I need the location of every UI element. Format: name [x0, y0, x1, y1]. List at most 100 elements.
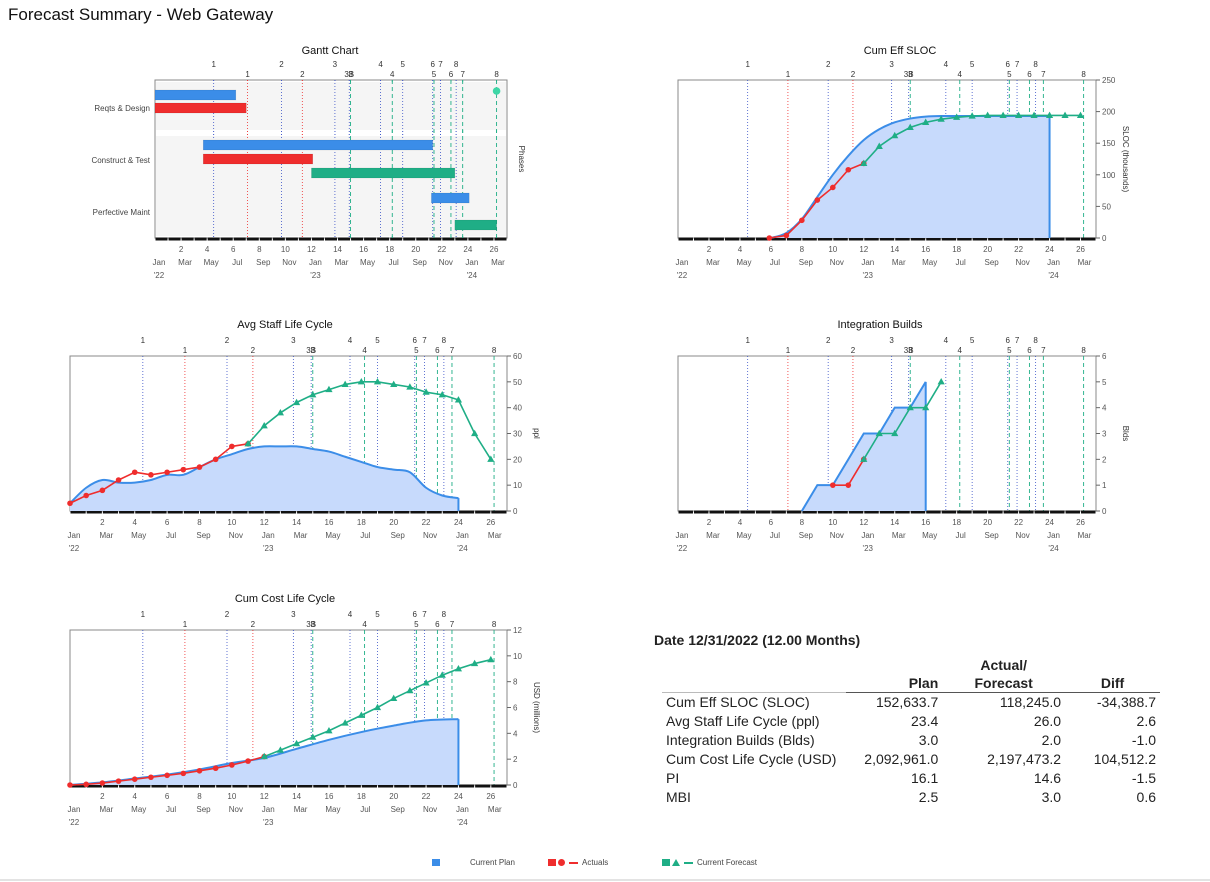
data-point-actual — [830, 482, 836, 488]
summary-label: Cum Eff SLOC (SLOC) — [666, 694, 810, 710]
x-month-label: Jan — [456, 531, 469, 540]
x-tick-label: 8 — [800, 518, 805, 527]
milestone-label-plan: 5 — [375, 336, 380, 345]
x-year-label: '24 — [457, 818, 468, 827]
milestone-label-plan: 3B — [344, 70, 354, 79]
summary-header-actual: Actual/ Forecast — [942, 656, 1066, 693]
summary-plan: 3.0 — [918, 732, 939, 748]
data-point-actual — [180, 466, 187, 473]
milestone-label-forecast: 8 — [492, 346, 497, 355]
data-point-forecast — [860, 159, 868, 167]
legend-label: Current Plan — [470, 858, 515, 867]
data-point-forecast — [244, 440, 252, 447]
milestone-label-plan: 6 — [430, 60, 435, 69]
data-point-actual — [799, 217, 805, 224]
milestone-label-forecast: 4 — [390, 70, 395, 79]
milestone-label-plan: 3B — [306, 346, 316, 355]
x-tick-label: 26 — [490, 245, 499, 254]
data-point-forecast — [906, 403, 914, 411]
data-point-forecast — [937, 378, 945, 385]
x-year-label: '22 — [677, 544, 688, 553]
milestone-label-forecast: 7 — [460, 70, 465, 79]
x-tick-label: 6 — [165, 792, 170, 801]
summary-label: Integration Builds (Blds) — [666, 732, 815, 748]
y-tick-label: 8 — [513, 678, 518, 687]
data-point-forecast — [260, 421, 268, 429]
gantt-bar — [202, 139, 433, 151]
milestone-label-plan: 6 — [413, 610, 418, 619]
x-month-label: Mar — [491, 258, 505, 267]
data-point-forecast — [487, 655, 495, 663]
x-tick-label: 12 — [260, 792, 269, 801]
x-month-label: Nov — [1015, 258, 1029, 267]
milestone-label-plan: 4 — [348, 336, 353, 345]
milestone-label-plan: 8 — [1033, 336, 1038, 345]
data-point-forecast — [406, 686, 414, 694]
x-tick-label: 20 — [389, 518, 398, 527]
data-point-actual — [148, 774, 154, 781]
y-tick-label: 4 — [513, 729, 518, 738]
data-point-actual — [814, 197, 821, 203]
x-month-label: Mar — [99, 531, 113, 540]
x-month-label: Mar — [99, 805, 113, 814]
summary-body: Cum Eff SLOC (SLOC) 152,633.7 118,245.0 -34… — [662, 693, 1160, 808]
data-point-actual — [229, 443, 235, 450]
data-point-forecast — [1076, 111, 1085, 118]
legend-item: Current Plan — [432, 858, 515, 867]
y-axis-label: USD (millions) — [532, 682, 541, 733]
summary-header-diff: Diff — [1065, 656, 1160, 693]
x-tick-label: 4 — [738, 518, 743, 527]
summary-label: Cum Cost Life Cycle (USD) — [666, 751, 837, 767]
x-tick-label: 24 — [454, 518, 463, 527]
x-month-label: Mar — [1078, 531, 1092, 540]
x-tick-label: 20 — [983, 245, 992, 254]
x-month-label: Jan — [861, 258, 874, 267]
milestone-label-actual: 1 — [786, 346, 791, 355]
data-point-forecast — [390, 380, 398, 388]
x-tick-label: 16 — [921, 245, 930, 254]
milestone-label-plan: 8 — [442, 336, 447, 345]
data-point-forecast — [454, 396, 463, 403]
data-point-forecast — [471, 429, 479, 437]
x-tick-label: 6 — [769, 245, 774, 254]
data-point-actual — [229, 762, 235, 768]
summary-row: PI 16.1 14.6 -1.5 — [662, 769, 1160, 788]
gantt-end-marker — [492, 87, 501, 95]
x-tick-label: 6 — [165, 518, 170, 527]
x-tick-label: 22 — [422, 792, 431, 801]
data-point-forecast — [922, 118, 930, 125]
data-point-actual — [212, 456, 219, 463]
data-point-actual — [99, 780, 106, 786]
x-month-label: Nov — [1015, 531, 1029, 540]
legend-swatch — [548, 859, 556, 867]
x-month-label: May — [922, 531, 937, 540]
summary-plan: 2,092,961.0 — [864, 751, 939, 767]
data-point-forecast — [1030, 111, 1038, 118]
x-year-label: '23 — [863, 271, 874, 280]
actual-line — [69, 443, 249, 504]
x-tick-label: 4 — [738, 245, 743, 254]
data-point-actual — [830, 184, 836, 191]
x-year-label: '24 — [1048, 271, 1059, 280]
milestone-label-actual: 1 — [786, 70, 791, 79]
y-tick-label: 0 — [1102, 234, 1107, 243]
milestone-label-plan: 1 — [141, 336, 146, 345]
milestone-label-plan: 7 — [1015, 60, 1020, 69]
y-tick-label: 3 — [1102, 430, 1107, 439]
x-year-label: '24 — [457, 544, 468, 553]
milestone-label-plan: 5 — [375, 610, 380, 619]
summary-diff: -1.5 — [1131, 770, 1156, 786]
x-tick-label: 26 — [1076, 518, 1085, 527]
milestone-label-forecast: 6 — [1027, 70, 1032, 79]
summary-row: Integration Builds (Blds) 3.0 2.0 -1.0 — [662, 731, 1160, 750]
milestone-label-forecast: 7 — [450, 346, 455, 355]
data-point-forecast — [891, 429, 899, 437]
summary-actual: 118,245.0 — [999, 694, 1062, 710]
x-tick-label: 16 — [325, 518, 334, 527]
data-point-forecast — [891, 131, 899, 139]
x-month-label: Sep — [799, 258, 814, 267]
milestone-label-plan: 2 — [225, 610, 230, 619]
legend-swatch — [432, 859, 440, 867]
milestone-label-forecast: 6 — [435, 346, 440, 355]
y-tick-label: 0 — [513, 507, 518, 516]
